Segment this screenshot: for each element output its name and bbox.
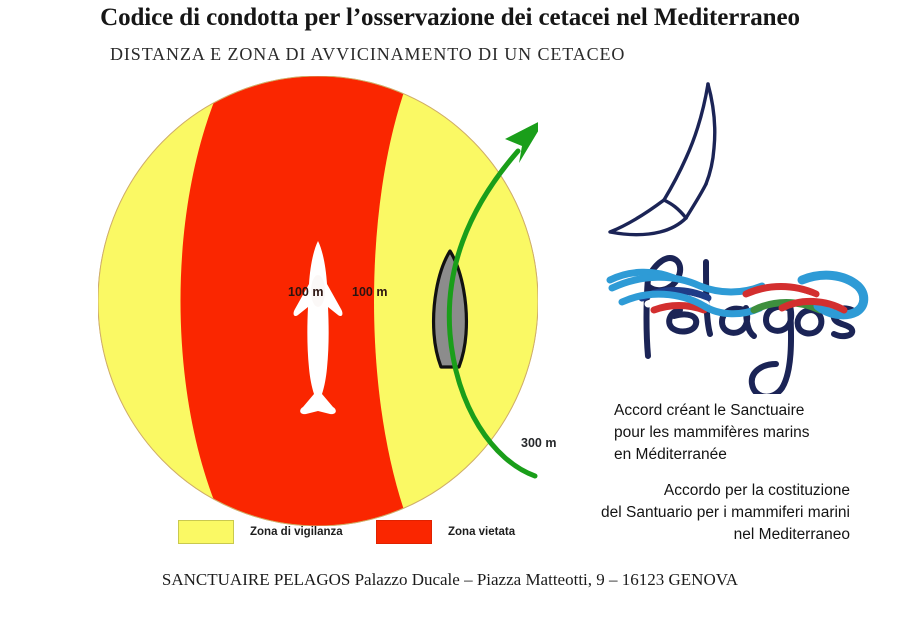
legend-label-forbidden-zone: Zona vietata [448,526,516,538]
legend: Zona di vigilanza Zona vietata [178,520,518,550]
legend-item-watch-zone: Zona di vigilanza [178,520,343,544]
distance-label-left: 100 m [288,285,324,299]
page-title: Codice di condotta per l’osservazione de… [100,4,800,31]
legend-label-watch-zone: Zona di vigilanza [250,526,343,538]
approach-route-arrow [446,122,538,479]
french-accord-text: Accord créant le Sanctuaire pour les mam… [614,402,810,463]
legend-item-forbidden-zone: Zona vietata [376,520,515,544]
pelagos-logo [596,72,888,394]
whale-silhouette [293,241,343,415]
distance-label-right: 100 m [352,285,388,299]
flag-ribbon-waves [606,268,869,320]
whale-tail-icon [608,82,717,237]
distance-label-outer: 300 m [521,436,557,450]
diagram-subtitle: DISTANZA E ZONA DI AVVICINAMENTO DI UN C… [110,44,626,64]
legend-swatch-red [376,520,432,544]
legend-swatch-yellow [178,520,234,544]
footer-address: SANCTUAIRE PELAGOS Palazzo Ducale – Piaz… [161,570,739,589]
italian-accord-text: Accordo per la costituzione del Santuari… [601,482,850,543]
whale-approach-zones-diagram [98,76,538,526]
